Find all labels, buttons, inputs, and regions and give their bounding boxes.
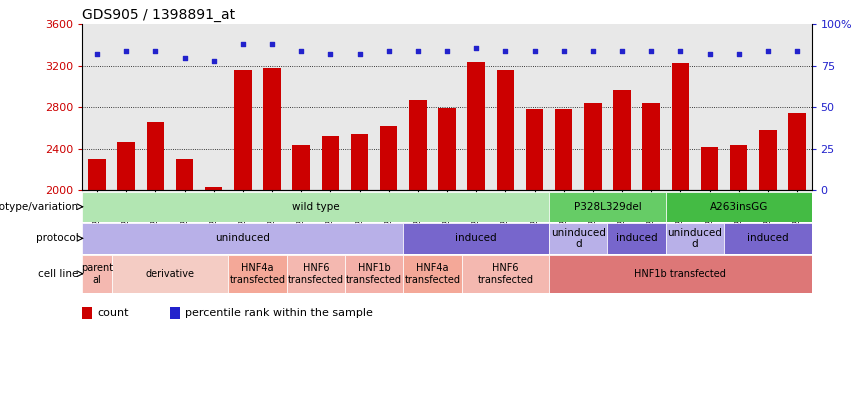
- Bar: [760, 130, 777, 190]
- Text: HNF6
transfected: HNF6 transfected: [288, 263, 344, 285]
- Bar: [549, 255, 812, 293]
- Text: HNF6
transfected: HNF6 transfected: [477, 263, 533, 285]
- Point: [586, 48, 600, 54]
- Bar: [82, 192, 549, 222]
- Bar: [700, 147, 718, 190]
- Text: GDS905 / 1398891_at: GDS905 / 1398891_at: [82, 8, 235, 22]
- Point: [702, 51, 716, 58]
- Point: [411, 48, 424, 54]
- Bar: [468, 62, 485, 190]
- Bar: [526, 109, 543, 190]
- Point: [790, 48, 804, 54]
- Bar: [404, 255, 462, 293]
- Text: genotype/variation: genotype/variation: [0, 202, 79, 212]
- Bar: [351, 134, 368, 190]
- Point: [732, 51, 746, 58]
- Text: P328L329del: P328L329del: [574, 202, 641, 212]
- Bar: [549, 223, 608, 254]
- Text: HNF1b transfected: HNF1b transfected: [635, 269, 727, 279]
- Bar: [555, 109, 572, 190]
- Text: wild type: wild type: [292, 202, 339, 212]
- Text: count: count: [98, 308, 129, 318]
- Bar: [404, 223, 549, 254]
- Bar: [584, 103, 602, 190]
- Point: [470, 44, 483, 51]
- Point: [440, 48, 454, 54]
- Bar: [345, 255, 404, 293]
- Bar: [642, 103, 660, 190]
- Bar: [176, 159, 194, 190]
- Bar: [608, 223, 666, 254]
- Point: [352, 51, 366, 58]
- Text: uninduced
d: uninduced d: [551, 228, 606, 249]
- Text: percentile rank within the sample: percentile rank within the sample: [185, 308, 373, 318]
- Text: induced: induced: [456, 233, 497, 243]
- Bar: [263, 68, 280, 190]
- Text: induced: induced: [747, 233, 789, 243]
- Bar: [549, 192, 666, 222]
- Text: HNF1b
transfected: HNF1b transfected: [346, 263, 402, 285]
- Point: [382, 48, 396, 54]
- Text: induced: induced: [615, 233, 657, 243]
- Point: [644, 48, 658, 54]
- Point: [674, 48, 687, 54]
- Bar: [82, 255, 112, 293]
- Bar: [82, 223, 404, 254]
- Bar: [322, 136, 339, 190]
- Point: [207, 58, 220, 64]
- Bar: [788, 113, 806, 190]
- Bar: [170, 307, 180, 319]
- Bar: [666, 223, 724, 254]
- Bar: [82, 307, 92, 319]
- Text: protocol: protocol: [36, 233, 79, 243]
- Text: uninduced: uninduced: [215, 233, 270, 243]
- Bar: [112, 255, 228, 293]
- Text: HNF4a
transfected: HNF4a transfected: [404, 263, 460, 285]
- Bar: [672, 63, 689, 190]
- Text: cell line: cell line: [38, 269, 79, 279]
- Point: [324, 51, 338, 58]
- Point: [498, 48, 512, 54]
- Bar: [117, 142, 135, 190]
- Point: [119, 48, 133, 54]
- Bar: [724, 223, 812, 254]
- Point: [236, 41, 250, 47]
- Point: [294, 48, 308, 54]
- Bar: [147, 122, 164, 190]
- Bar: [89, 159, 106, 190]
- Bar: [730, 145, 747, 190]
- Bar: [286, 255, 345, 293]
- Bar: [228, 255, 286, 293]
- Point: [556, 48, 570, 54]
- Bar: [462, 255, 549, 293]
- Point: [265, 41, 279, 47]
- Bar: [666, 192, 812, 222]
- Point: [148, 48, 162, 54]
- Bar: [205, 187, 222, 190]
- Bar: [409, 100, 426, 190]
- Bar: [614, 90, 631, 190]
- Text: A263insGG: A263insGG: [709, 202, 768, 212]
- Bar: [293, 145, 310, 190]
- Text: HNF4a
transfected: HNF4a transfected: [229, 263, 286, 285]
- Bar: [234, 70, 252, 190]
- Point: [178, 54, 192, 61]
- Bar: [380, 126, 398, 190]
- Point: [615, 48, 629, 54]
- Text: derivative: derivative: [146, 269, 194, 279]
- Text: uninduced
d: uninduced d: [667, 228, 722, 249]
- Point: [90, 51, 104, 58]
- Point: [528, 48, 542, 54]
- Text: parent
al: parent al: [81, 263, 113, 285]
- Bar: [438, 109, 456, 190]
- Point: [761, 48, 775, 54]
- Bar: [496, 70, 514, 190]
